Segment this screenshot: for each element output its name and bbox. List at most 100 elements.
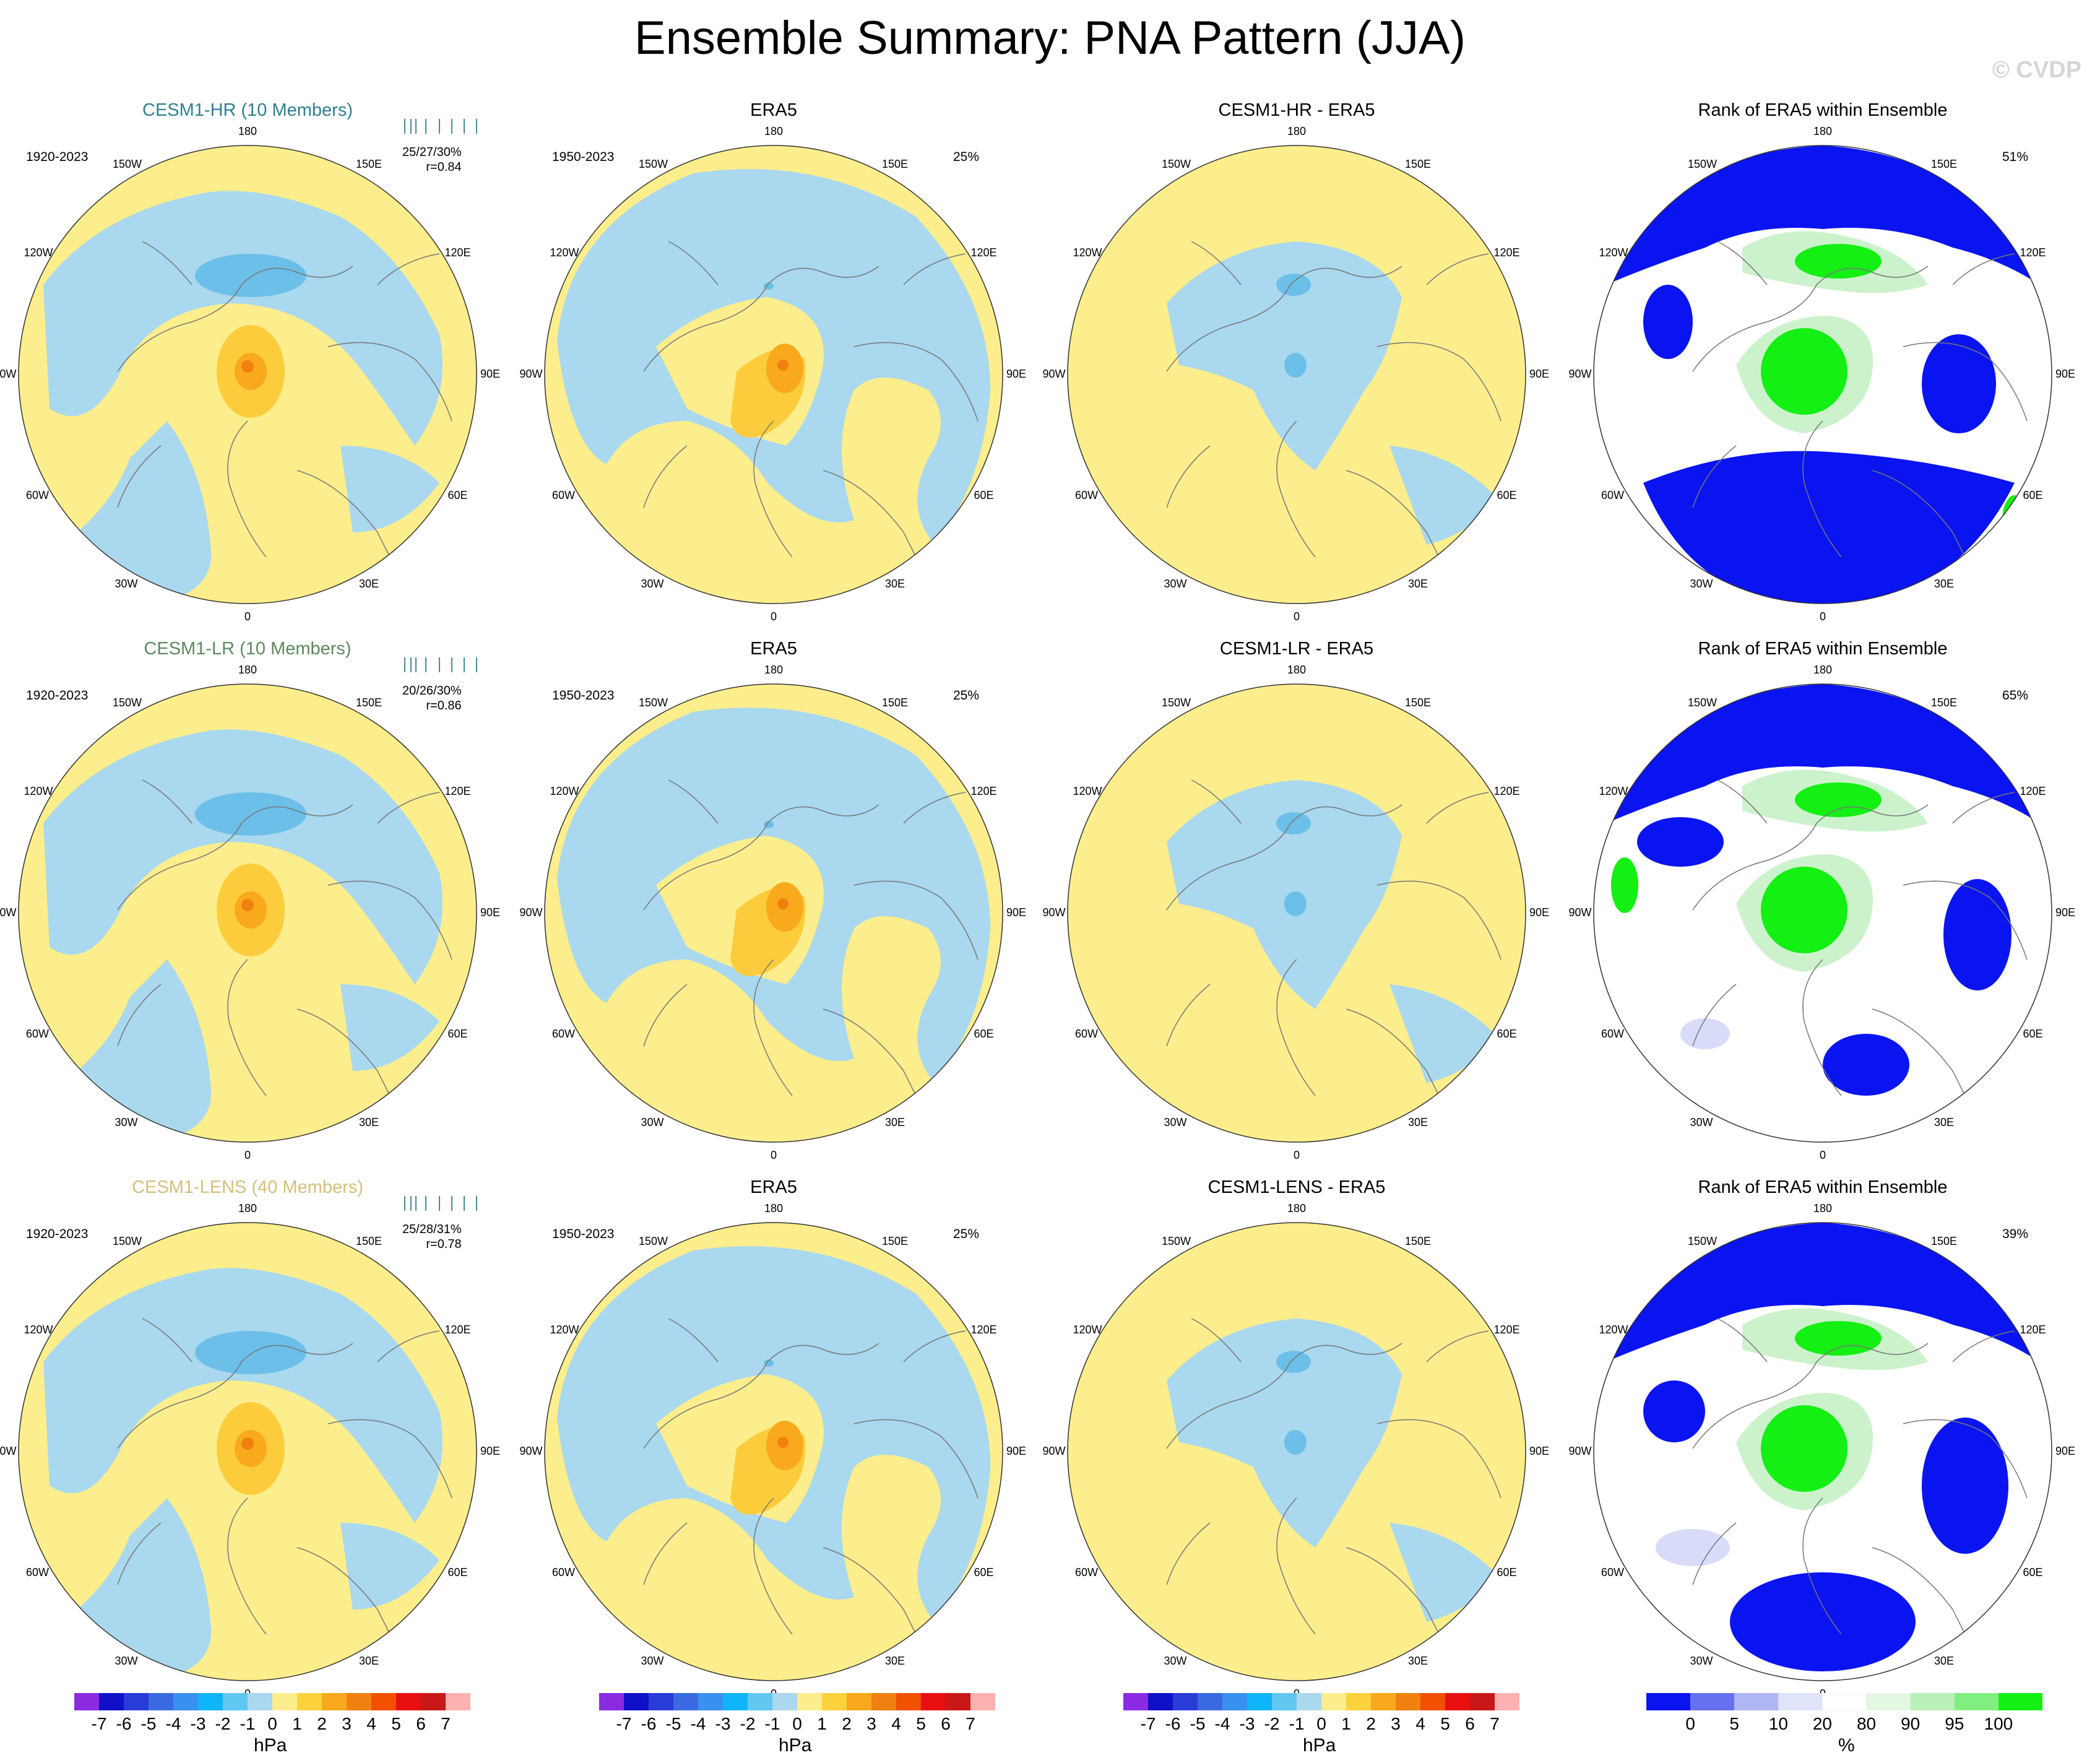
ensemble-stats: 25/27/30% r=0.84: [402, 145, 462, 175]
colorbar-swatch: [1470, 1693, 1495, 1710]
longitude-label: 120W: [1599, 785, 1628, 797]
coastline: [377, 253, 440, 285]
colorbar-tick: 3: [1391, 1714, 1401, 1733]
longitude-label: 30W: [1164, 1116, 1187, 1129]
longitude-label: 30E: [358, 1116, 379, 1129]
rank-colorbar: 0 5 10 20 80 90 95 100%: [1646, 1693, 2042, 1761]
longitude-label: 30E: [1407, 1116, 1428, 1129]
longitude-label: 30W: [1164, 578, 1187, 591]
coastline: [117, 804, 353, 911]
coastline: [668, 241, 719, 285]
ocean-anomaly: [340, 446, 439, 532]
longitude-label: 150E: [1404, 157, 1432, 170]
diff-panel-title: CESM1-HR - ERA5: [1218, 100, 1375, 120]
panel-obs-row2: ERA5 180 150E 120E 90E 60E 30E 0 30W 60W 90W 120W 15…: [519, 638, 1026, 1164]
negative-region: [1389, 446, 1495, 545]
coastline: [643, 1522, 688, 1585]
longitude-label: 30W: [115, 1116, 138, 1129]
coastline: [1802, 420, 1842, 558]
colorbar-tick: 4: [891, 1714, 901, 1733]
period-label: 1950-2023: [552, 1227, 615, 1241]
longitude-label: 90E: [1006, 906, 1027, 919]
longitude-label: 150W: [1688, 157, 1718, 170]
colorbar-swatch: [347, 1693, 371, 1710]
map-boundary: [18, 1222, 477, 1681]
rank-low-region: [1643, 451, 2015, 604]
longitude-label: 60E: [1497, 1028, 1517, 1040]
pressure-colorbar: -7 -6 -5 -4 -3 -2 -1 0 1 2 3 4 5 6 7 hPa: [1123, 1693, 1519, 1761]
map-boundary: [1593, 1222, 2052, 1681]
coastline: [117, 1343, 353, 1449]
colorbar-tick: -7: [616, 1714, 632, 1733]
rank-low-region: [1637, 817, 1724, 867]
negative-center: [1276, 812, 1311, 834]
rank-low-region: [1922, 334, 1996, 433]
colorbar-tick: -5: [140, 1714, 157, 1733]
colorbar-tick: 5: [916, 1714, 926, 1733]
longitude-label: 30E: [1934, 578, 1955, 591]
colorbar-swatch: [1198, 1693, 1222, 1710]
longitude-label: 30E: [1407, 578, 1428, 591]
variance-percent: 25%: [953, 1227, 980, 1241]
colorbar-swatch: [421, 1693, 446, 1710]
longitude-label: 30W: [1690, 1116, 1713, 1129]
coastline: [1426, 1330, 1489, 1362]
positive-peak: [241, 899, 254, 911]
longitude-label: 30E: [884, 1655, 905, 1668]
rank-low-region: [1606, 684, 2039, 823]
coastline: [1166, 804, 1402, 911]
coastline: [1426, 253, 1489, 285]
colorbar-tick: 100: [1984, 1714, 2013, 1733]
longitude-label: 90E: [1006, 368, 1027, 380]
coastline: [753, 1497, 793, 1635]
colorbar-swatch: [748, 1693, 772, 1710]
colorbar-swatch: [1297, 1693, 1321, 1710]
longitude-label: 0: [1819, 610, 1826, 623]
longitude-label: 30E: [1934, 1116, 1955, 1129]
longitude-label: 30W: [1690, 578, 1713, 591]
positive-peak: [777, 1437, 789, 1448]
longitude-label: 30E: [884, 1116, 905, 1129]
ensemble-stats: 25/28/31% r=0.78: [402, 1222, 462, 1252]
coastline: [668, 779, 719, 824]
pattern-correlation: r=0.84: [426, 160, 462, 174]
colorbar-tick: -6: [1165, 1714, 1181, 1733]
colorbar-unit: hPa: [254, 1735, 287, 1756]
longitude-label: 150E: [881, 696, 909, 709]
coastline: [227, 1497, 267, 1635]
colorbar-tick: 3: [866, 1714, 876, 1733]
colorbar-swatch: [149, 1693, 173, 1710]
obs-panel-title: ERA5: [750, 639, 797, 659]
map-boundary: [1067, 1222, 1526, 1681]
longitude-label: 60W: [1601, 1566, 1625, 1579]
coastline: [1692, 804, 1929, 911]
coastline: [117, 445, 162, 508]
coastline: [1717, 241, 1768, 285]
colorbar-swatch: [1734, 1693, 1779, 1710]
coastline: [1692, 1522, 1737, 1585]
ensemble-spread-bars: [404, 1196, 477, 1211]
pressure-colorbar: -7 -6 -5 -4 -3 -2 -1 0 1 2 3 4 5 6 7 hPa: [74, 1693, 470, 1761]
negative-center: [195, 1331, 306, 1374]
longitude-label: 120W: [1599, 1323, 1628, 1336]
map-boundary: [544, 145, 1003, 604]
colorbar-unit: hPa: [1303, 1735, 1336, 1756]
map-boundary: [1593, 683, 2052, 1143]
coastline: [1166, 445, 1211, 508]
model-polar-map: [18, 145, 477, 604]
coastline: [1717, 1318, 1768, 1362]
obs-panel-title: ERA5: [750, 1177, 797, 1197]
obs-polar-map: [544, 683, 1003, 1143]
longitude-label: 90W: [1568, 1445, 1592, 1457]
coastline: [1166, 1522, 1211, 1585]
colorbar-swatch: [1247, 1693, 1272, 1710]
rank-low-region: [1606, 1223, 2039, 1362]
negative-center: [1276, 274, 1311, 296]
colorbar-tick: -6: [641, 1714, 657, 1733]
longitude-label: 150W: [1162, 157, 1191, 170]
page-title: Ensemble Summary: PNA Pattern (JJA): [634, 12, 1466, 64]
colorbar-tick: 7: [441, 1714, 451, 1733]
longitude-label: 90E: [480, 368, 501, 380]
pattern-correlation: r=0.78: [426, 1237, 462, 1251]
longitude-label: 60W: [552, 1028, 576, 1040]
